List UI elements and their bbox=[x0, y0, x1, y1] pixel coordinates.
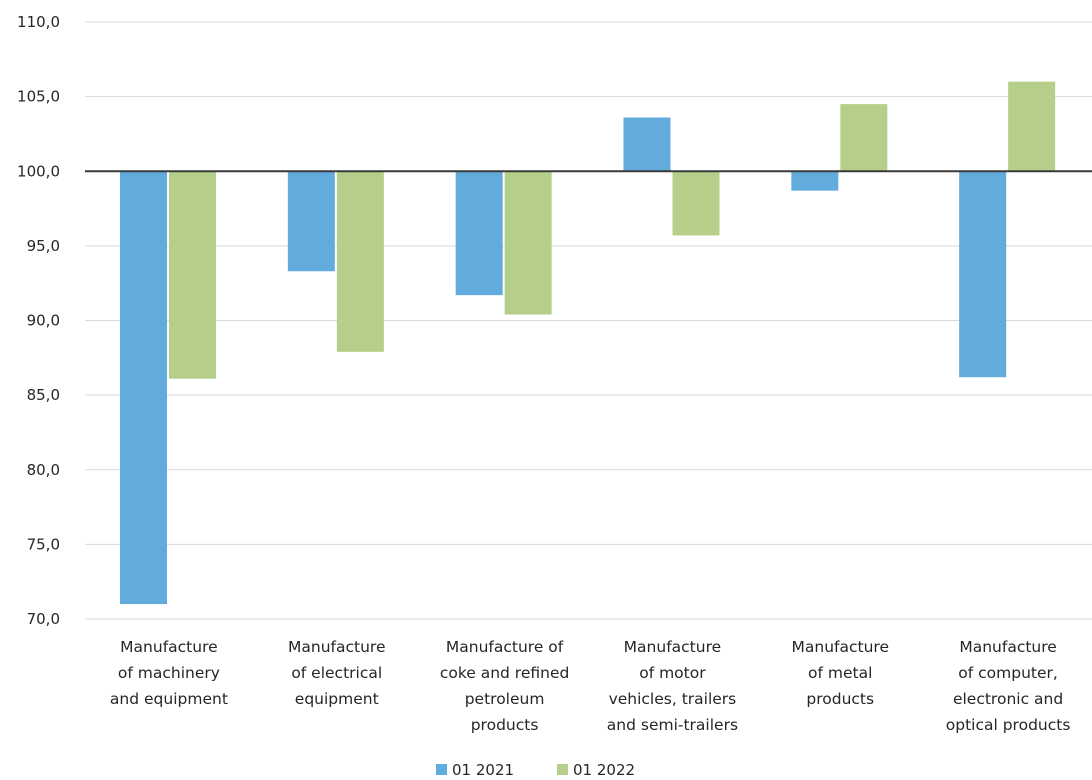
y-tick-label: 100,0 bbox=[17, 162, 60, 180]
legend-label: 01 2021 bbox=[452, 761, 514, 779]
category-label-line: Manufacture bbox=[792, 638, 889, 656]
category-label: Manufacture of coke and refined petroleum p… bbox=[440, 638, 570, 734]
bar-series-2-category-6 bbox=[1008, 81, 1056, 172]
y-tick-label: 110,0 bbox=[17, 13, 60, 31]
category-label-line: optical products bbox=[946, 716, 1071, 734]
x-axis-category-labels: Manufacture of machinery and equipmentManu… bbox=[110, 638, 1070, 734]
category-label-line: and equipment bbox=[110, 690, 228, 708]
legend-swatch bbox=[557, 764, 568, 775]
category-label-line: vehicles, trailers bbox=[609, 690, 737, 708]
y-tick-label: 90,0 bbox=[27, 312, 60, 330]
bar-series-2-category-5 bbox=[840, 104, 888, 172]
category-label-line: Manufacture of bbox=[446, 638, 564, 656]
category-label-line: Manufacture bbox=[120, 638, 217, 656]
category-label-line: of machinery bbox=[118, 664, 220, 682]
bar-series-1-category-6 bbox=[959, 171, 1007, 378]
legend: 01 2021 01 2022 bbox=[436, 761, 635, 779]
y-tick-label: 85,0 bbox=[27, 386, 60, 404]
category-label-line: of metal bbox=[808, 664, 872, 682]
bars bbox=[120, 81, 1056, 605]
category-label-line: equipment bbox=[295, 690, 379, 708]
category-label: Manufacture of metal products bbox=[792, 638, 889, 708]
y-tick-label: 95,0 bbox=[27, 237, 60, 255]
category-label: Manufacture of computer, electronic and opt… bbox=[946, 638, 1071, 734]
gridlines bbox=[85, 21, 1092, 620]
bar-series-2-category-2 bbox=[336, 171, 384, 352]
category-label-line: Manufacture bbox=[959, 638, 1056, 656]
category-label-line: Manufacture bbox=[288, 638, 385, 656]
y-axis-tick-labels: 70,0 75,0 80,0 85,0 90,0 95,0 100,0 105,0 110,0 bbox=[17, 13, 60, 628]
category-label-line: products bbox=[471, 716, 539, 734]
category-label-line: of motor bbox=[639, 664, 706, 682]
bar-series-1-category-3 bbox=[455, 171, 503, 296]
category-label-line: products bbox=[806, 690, 874, 708]
category-label-line: Manufacture bbox=[624, 638, 721, 656]
legend-swatch bbox=[436, 764, 447, 775]
bar-series-2-category-4 bbox=[672, 171, 720, 236]
bar-series-1-category-5 bbox=[791, 171, 839, 191]
y-tick-label: 105,0 bbox=[17, 88, 60, 106]
y-tick-label: 75,0 bbox=[27, 535, 60, 553]
bar-series-2-category-3 bbox=[504, 171, 552, 315]
category-label: Manufacture of motor vehicles, trailers and… bbox=[607, 638, 738, 734]
category-label: Manufacture of electrical equipment bbox=[288, 638, 385, 708]
category-label-line: and semi-trailers bbox=[607, 716, 738, 734]
bar-series-1-category-4 bbox=[623, 117, 671, 172]
bar-series-1-category-2 bbox=[287, 171, 335, 272]
category-label-line: of computer, bbox=[958, 664, 1058, 682]
category-label-line: petroleum bbox=[465, 690, 545, 708]
category-label-line: electronic and bbox=[953, 690, 1063, 708]
category-label-line: of electrical bbox=[291, 664, 382, 682]
y-tick-label: 70,0 bbox=[27, 610, 60, 628]
bar-series-2-category-1 bbox=[169, 171, 216, 379]
y-tick-label: 80,0 bbox=[27, 461, 60, 479]
category-label-line: coke and refined bbox=[440, 664, 570, 682]
bar-series-1-category-1 bbox=[120, 171, 167, 605]
category-label: Manufacture of machinery and equipment bbox=[110, 638, 228, 708]
legend-label: 01 2022 bbox=[573, 761, 635, 779]
